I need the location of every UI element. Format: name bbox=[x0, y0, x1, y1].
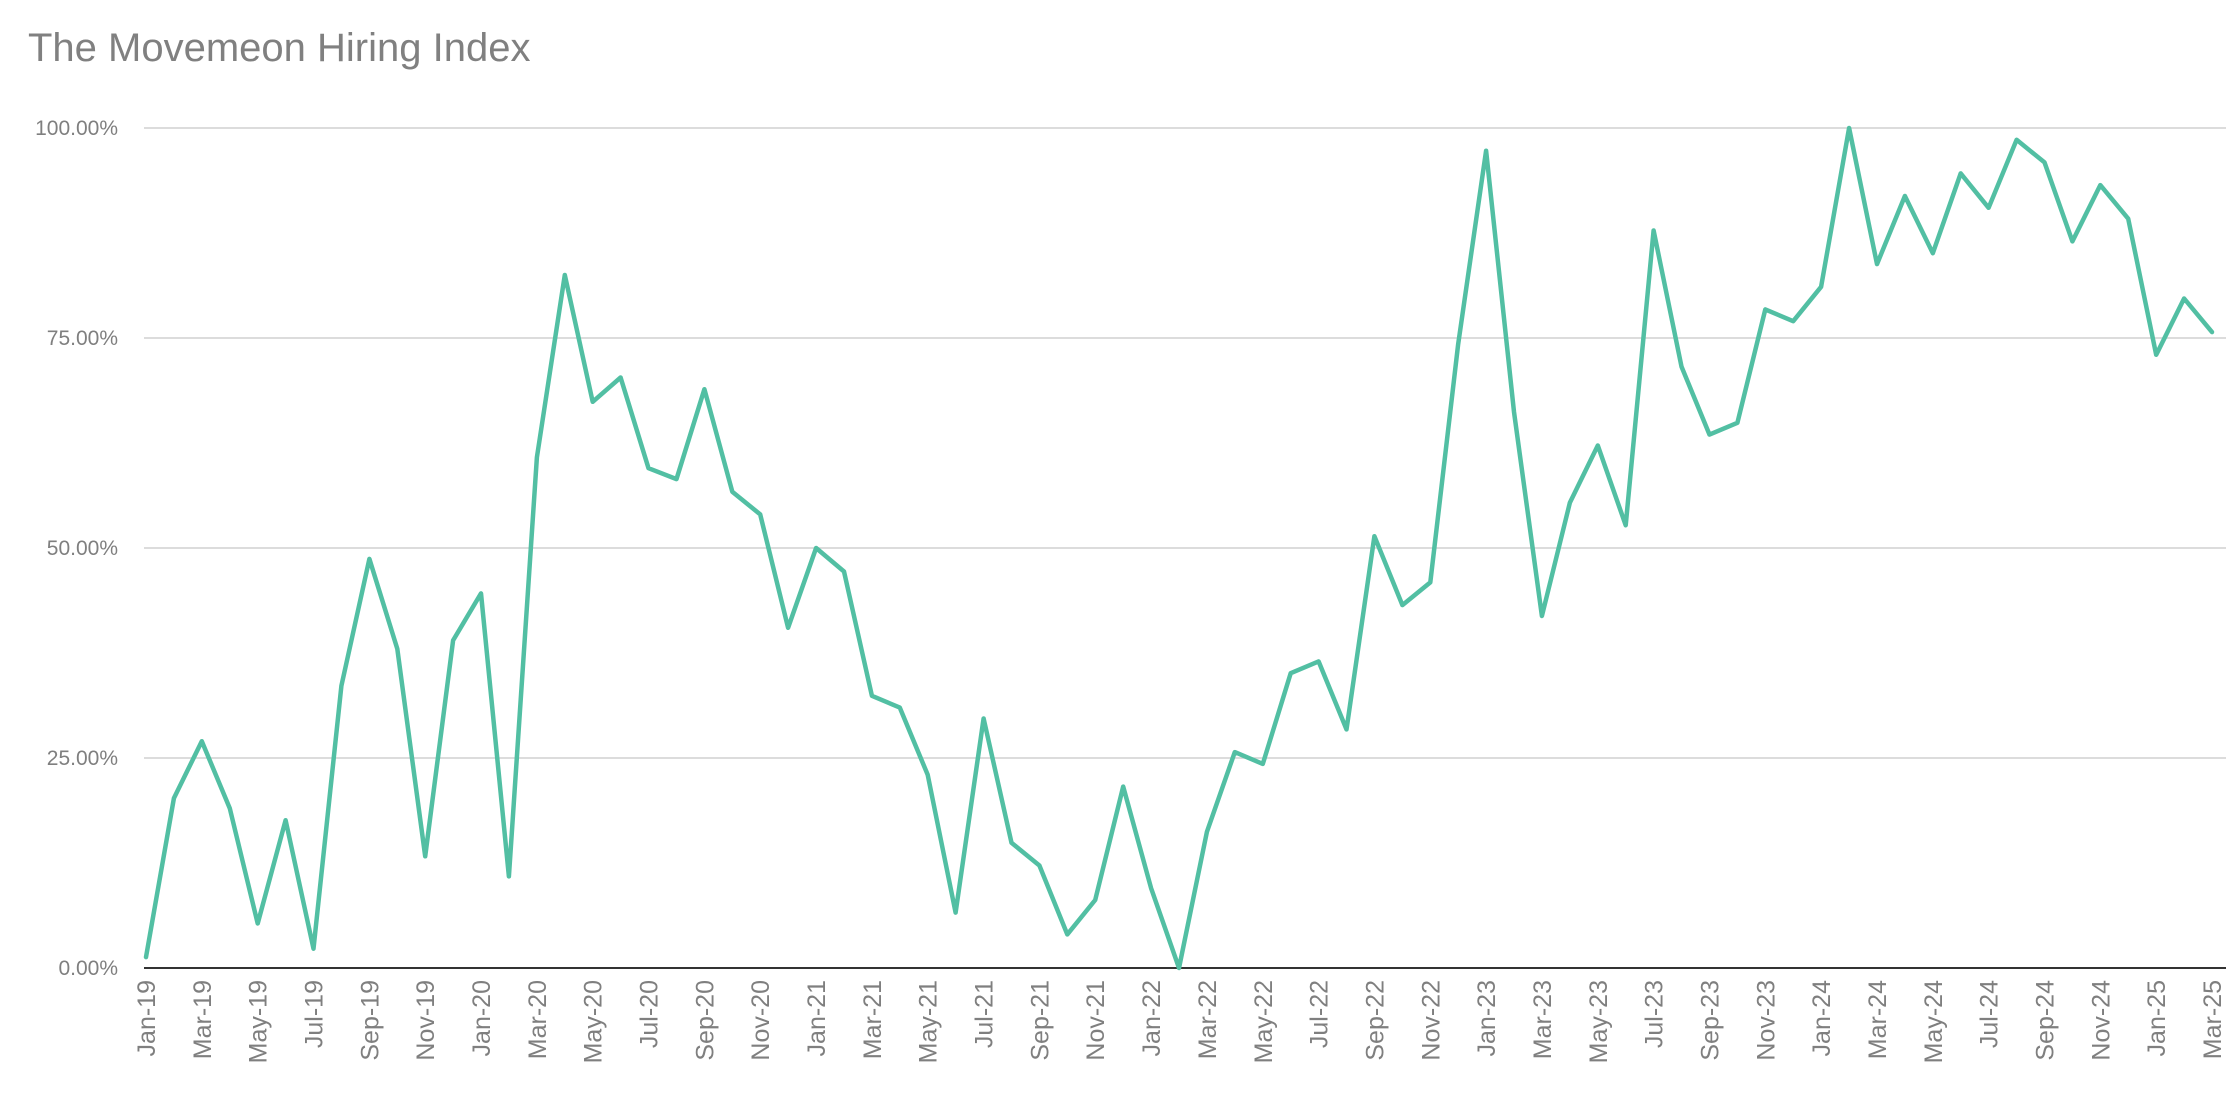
x-tick-label: Sep-22 bbox=[1361, 980, 1389, 1061]
series-line bbox=[143, 125, 2215, 971]
y-tick-label: 100.00% bbox=[35, 117, 118, 140]
x-tick-label: Mar-22 bbox=[1194, 980, 1222, 1059]
x-tick-label: Nov-22 bbox=[1417, 980, 1445, 1061]
x-tick-label: Nov-19 bbox=[412, 980, 440, 1061]
x-tick-label: Jan-19 bbox=[133, 980, 161, 1056]
series-layer bbox=[143, 125, 2215, 971]
y-axis-tick-labels: 0.00% 25.00% 50.00% 75.00% 100.00% bbox=[35, 117, 118, 980]
x-tick-label: Sep-23 bbox=[1696, 980, 1724, 1061]
x-tick-label: Jan-24 bbox=[1808, 980, 1836, 1057]
x-tick-label: Jan-25 bbox=[2143, 980, 2171, 1056]
x-tick-label: May-23 bbox=[1585, 980, 1613, 1063]
x-tick-label: Sep-21 bbox=[1026, 980, 1054, 1061]
x-tick-label: Jan-23 bbox=[1473, 980, 1501, 1056]
x-tick-label: Jul-21 bbox=[971, 980, 999, 1048]
x-tick-label: Mar-20 bbox=[524, 980, 552, 1059]
x-tick-label: May-24 bbox=[1920, 980, 1948, 1063]
x-tick-label: Sep-20 bbox=[691, 980, 719, 1061]
x-tick-label: May-20 bbox=[580, 980, 608, 1063]
x-tick-label: Nov-21 bbox=[1082, 980, 1110, 1061]
x-axis-tick-labels: Jan-19 Mar-19 May-19 Jul-19 Sep-19 Nov-19 Jan-… bbox=[133, 980, 2227, 1063]
x-tick-label: Sep-24 bbox=[2031, 980, 2059, 1061]
x-tick-label: Jan-20 bbox=[468, 980, 496, 1056]
x-tick-label: Nov-20 bbox=[747, 980, 775, 1061]
x-tick-label: Jan-21 bbox=[803, 980, 831, 1056]
x-tick-label: Nov-23 bbox=[1752, 980, 1780, 1061]
x-tick-label: Sep-19 bbox=[356, 980, 384, 1061]
x-tick-label: May-22 bbox=[1250, 980, 1278, 1063]
x-tick-label: Jul-19 bbox=[301, 980, 329, 1048]
x-tick-label: Mar-19 bbox=[189, 980, 217, 1059]
y-tick-label: 75.00% bbox=[47, 327, 118, 350]
chart-title: The Movemeon Hiring Index bbox=[28, 26, 531, 70]
x-tick-label: Nov-24 bbox=[2087, 980, 2115, 1061]
y-tick-label: 0.00% bbox=[58, 957, 118, 980]
x-tick-label: May-19 bbox=[245, 980, 273, 1063]
gridlines bbox=[144, 127, 2226, 759]
x-tick-label: Jan-22 bbox=[1138, 980, 1166, 1056]
y-tick-label: 25.00% bbox=[47, 747, 118, 770]
x-tick-label: Mar-23 bbox=[1529, 980, 1557, 1059]
x-tick-label: Jul-22 bbox=[1306, 980, 1334, 1048]
x-tick-label: Jul-24 bbox=[1976, 980, 2004, 1048]
x-tick-label: Mar-25 bbox=[2199, 980, 2227, 1059]
x-tick-label: Mar-24 bbox=[1864, 980, 1892, 1059]
y-tick-label: 50.00% bbox=[47, 537, 118, 560]
x-tick-label: May-21 bbox=[915, 980, 943, 1063]
x-tick-label: Mar-21 bbox=[859, 980, 887, 1059]
x-tick-label: Jul-20 bbox=[636, 980, 664, 1048]
x-tick-label: Jul-23 bbox=[1641, 980, 1669, 1048]
